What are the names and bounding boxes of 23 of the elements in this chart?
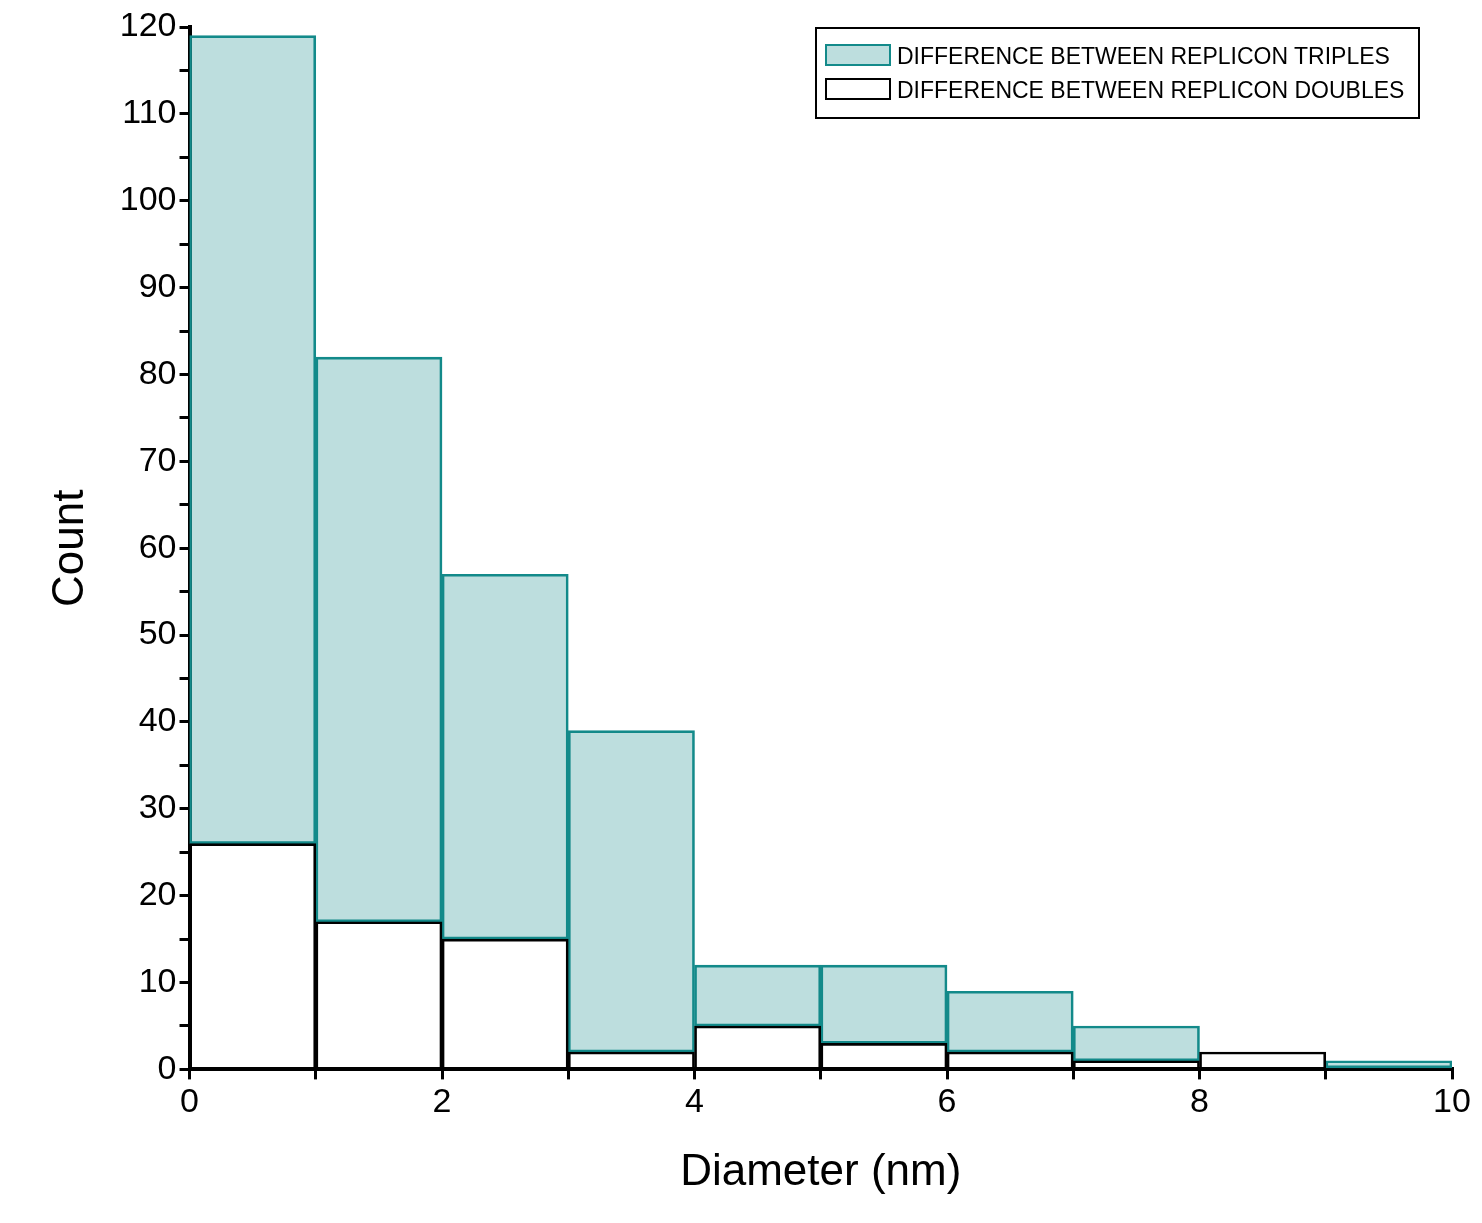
y-tick-label: 60	[138, 526, 177, 565]
y-tick-label: 90	[138, 265, 177, 304]
x-tick-label: 4	[685, 1081, 704, 1120]
y-tick-label: 30	[138, 787, 177, 826]
x-tick-label: 2	[432, 1081, 452, 1120]
y-tick-label: 100	[119, 179, 177, 218]
legend-label: DIFFERENCE BETWEEN REPLICON TRIPLES	[897, 42, 1391, 71]
y-tick-label: 10	[138, 960, 177, 999]
x-tick-label: 8	[1190, 1081, 1209, 1120]
y-tick-label: 40	[138, 700, 177, 739]
x-tick-label: 6	[937, 1081, 957, 1120]
y-axis-title: Count	[42, 489, 92, 607]
y-tick-label: 70	[138, 439, 177, 478]
y-tick-label: 0	[157, 1047, 177, 1086]
y-tick-label: 110	[122, 92, 177, 131]
y-tick-label: 50	[138, 613, 177, 652]
y-tick-label: 20	[138, 874, 177, 913]
y-tick-label: 120	[119, 5, 177, 44]
bar	[1325, 1060, 1452, 1069]
legend-label: DIFFERENCE BETWEEN REPLICON DOUBLES	[897, 76, 1405, 105]
x-tick-label: 10	[1433, 1081, 1471, 1120]
y-tick-label: 80	[138, 352, 177, 391]
x-axis-title: Diameter (nm)	[680, 1144, 962, 1194]
